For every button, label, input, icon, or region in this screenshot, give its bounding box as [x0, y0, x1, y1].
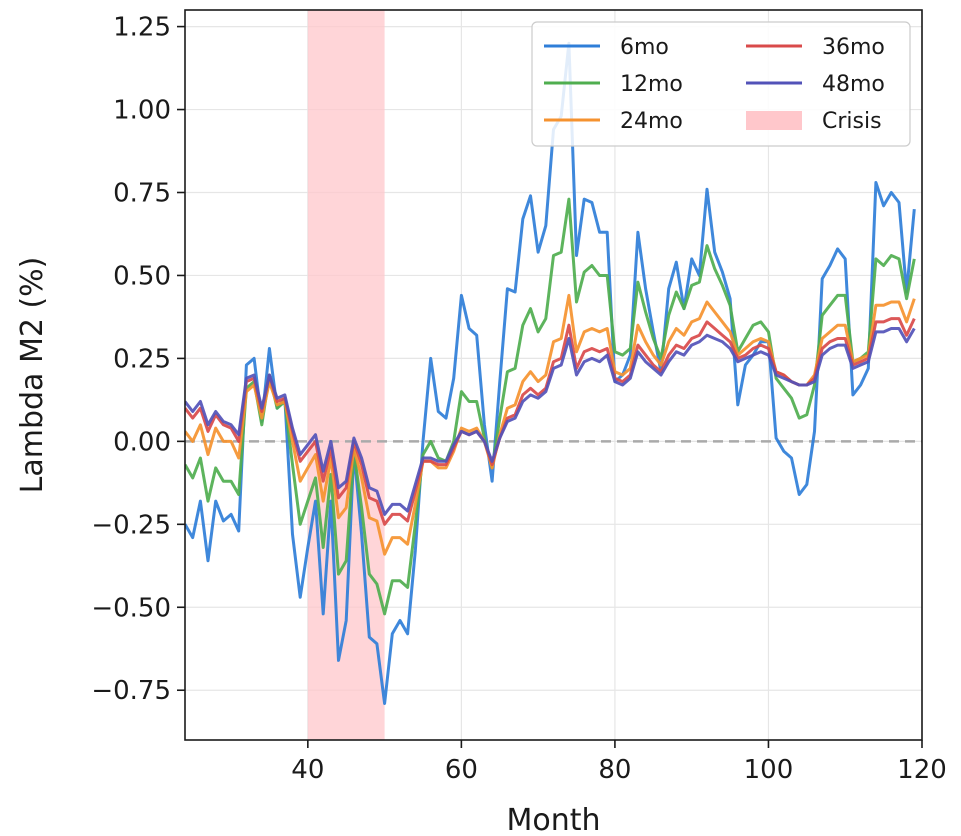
series-line-12mo	[185, 197, 916, 616]
legend-label: 12mo	[620, 72, 683, 97]
x-axis-title: Month	[506, 803, 600, 836]
legend-label: 48mo	[822, 72, 885, 97]
legend: 6mo 12mo 24mo 36mo 48mo Crisis	[531, 21, 911, 147]
x-tick-label: 60	[445, 755, 478, 785]
x-tick-label: 40	[291, 755, 324, 785]
y-tick-label: −0.75	[91, 676, 171, 706]
shaded-region-layer	[307, 10, 385, 740]
legend-label: 24mo	[620, 109, 683, 134]
y-tick-label: 0.75	[113, 179, 171, 209]
legend-box	[531, 21, 911, 147]
y-tick-label: −0.25	[91, 510, 171, 540]
y-tick-label: 0.25	[113, 344, 171, 374]
x-tick-label: 80	[598, 755, 631, 785]
series-line-48mo	[185, 327, 916, 516]
series-line-6mo	[185, 41, 916, 705]
y-axis-title: Lambda M2 (%)	[15, 257, 50, 494]
legend-label: 36mo	[822, 35, 885, 60]
legend-label: 6mo	[620, 35, 669, 60]
y-tick-label: 1.25	[113, 13, 171, 43]
x-tick-label: 100	[744, 755, 794, 785]
series-layer	[185, 41, 916, 705]
y-tick-label: −0.50	[91, 593, 171, 623]
crisis-shaded-region	[307, 10, 385, 740]
legend-label: Crisis	[822, 109, 882, 134]
legend-swatch-Crisis	[746, 111, 802, 130]
y-tick-label: 0.50	[113, 261, 171, 291]
tick-layer: 40 60 80 100 120 −0.75 −0.50 −0.25 0.00 0.25 0.50 0…	[91, 13, 947, 785]
x-tick-label: 120	[897, 755, 947, 785]
plot-frame	[184, 9, 923, 741]
y-tick-label: 0.00	[113, 427, 171, 457]
y-tick-label: 1.00	[113, 96, 171, 126]
